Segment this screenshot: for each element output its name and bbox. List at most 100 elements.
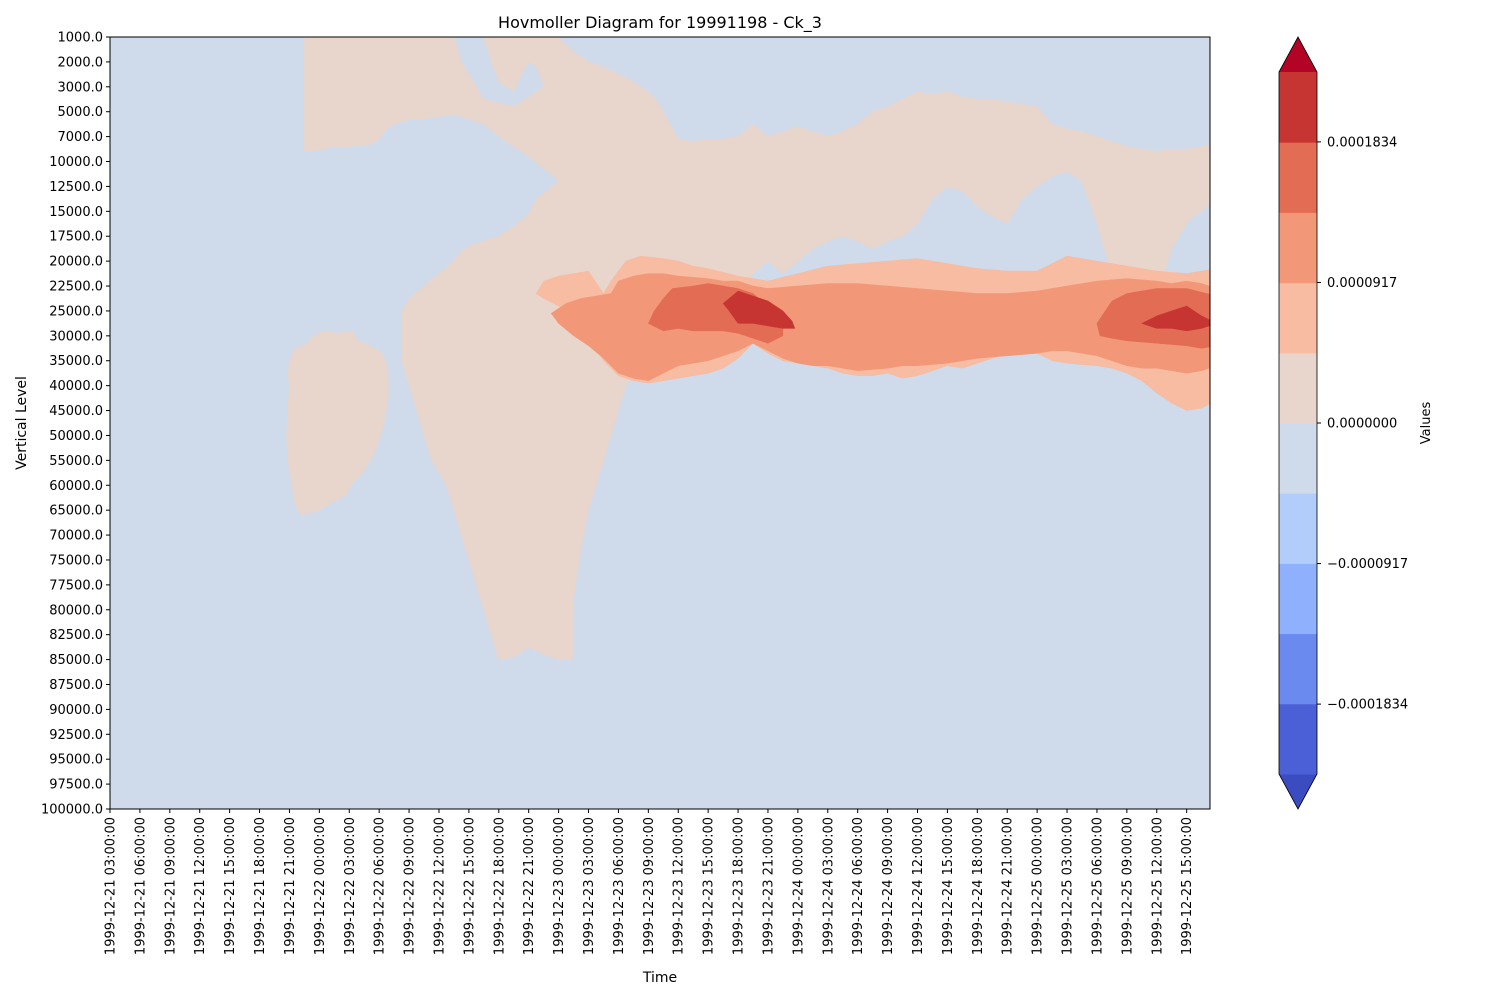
y-tick-label: 15000.0 bbox=[49, 205, 103, 220]
y-axis-ticks: 1000.0 2000.0 3000.0 5000.0 7000.0 10000.0 125… bbox=[41, 31, 110, 818]
y-tick-label: 17500.0 bbox=[49, 230, 103, 245]
x-tick-label: 1999-12-22 21:00:00 bbox=[522, 817, 537, 955]
x-axis-ticks: 1999-12-21 03:00:00 1999-12-21 06:00:00 19… bbox=[104, 809, 1195, 955]
x-tick-label: 1999-12-23 18:00:00 bbox=[732, 817, 747, 955]
colorbar-segment bbox=[1279, 72, 1317, 143]
contour-region-0-2 bbox=[286, 330, 389, 516]
x-tick-label: 1999-12-23 15:00:00 bbox=[702, 817, 717, 955]
y-tick-label: 90000.0 bbox=[49, 703, 103, 718]
chart-title: Hovmoller Diagram for 19991198 - Ck_3 bbox=[498, 13, 822, 33]
x-tick-label: 1999-12-23 21:00:00 bbox=[762, 817, 777, 955]
y-tick-label: 1000.0 bbox=[58, 31, 104, 46]
y-tick-label: 45000.0 bbox=[49, 404, 103, 419]
y-tick-label: 95000.0 bbox=[49, 753, 103, 768]
x-tick-label: 1999-12-21 06:00:00 bbox=[133, 817, 148, 955]
x-tick-label: 1999-12-22 06:00:00 bbox=[373, 817, 388, 955]
y-tick-label: 30000.0 bbox=[49, 329, 103, 344]
x-tick-label: 1999-12-25 00:00:00 bbox=[1031, 817, 1046, 955]
y-tick-label: 35000.0 bbox=[49, 354, 103, 369]
y-tick-label: 55000.0 bbox=[49, 454, 103, 469]
x-axis-label: Time bbox=[642, 970, 677, 986]
plot-area bbox=[109, 36, 1211, 810]
y-tick-label: 10000.0 bbox=[49, 155, 103, 170]
colorbar-segment bbox=[1279, 423, 1317, 494]
y-axis-label: Vertical Level bbox=[14, 376, 30, 470]
x-tick-label: 1999-12-22 00:00:00 bbox=[313, 817, 328, 955]
x-tick-label: 1999-12-24 09:00:00 bbox=[881, 817, 896, 955]
x-tick-label: 1999-12-25 09:00:00 bbox=[1120, 817, 1135, 955]
colorbar-segment bbox=[1279, 352, 1317, 424]
contour-region-4-1 bbox=[1141, 305, 1210, 332]
colorbar-extend-min bbox=[1279, 774, 1317, 809]
y-tick-label: 65000.0 bbox=[49, 504, 103, 519]
y-tick-label: 40000.0 bbox=[49, 379, 103, 394]
y-tick-label: 25000.0 bbox=[49, 304, 103, 319]
y-tick-label: 82500.0 bbox=[49, 628, 103, 643]
x-tick-label: 1999-12-25 06:00:00 bbox=[1090, 817, 1105, 955]
x-tick-label: 1999-12-23 06:00:00 bbox=[612, 817, 627, 955]
y-tick-label: 12500.0 bbox=[49, 180, 103, 195]
plot-frame bbox=[109, 36, 1211, 810]
x-tick-label: 1999-12-22 09:00:00 bbox=[403, 817, 418, 955]
x-tick-label: 1999-12-24 18:00:00 bbox=[971, 817, 986, 955]
y-tick-label: 7000.0 bbox=[58, 130, 104, 145]
colorbar: 0.0001834 0.0000917 0.0000000 −0.0000917 −0.… bbox=[1278, 36, 1408, 810]
colorbar-segment bbox=[1279, 142, 1317, 213]
y-tick-label: 20000.0 bbox=[49, 255, 103, 270]
x-tick-label: 1999-12-22 12:00:00 bbox=[433, 817, 448, 955]
colorbar-extend-max bbox=[1279, 37, 1317, 72]
x-tick-label: 1999-12-21 18:00:00 bbox=[253, 817, 268, 955]
colorbar-segment bbox=[1279, 493, 1317, 564]
x-tick-label: 1999-12-25 15:00:00 bbox=[1180, 817, 1195, 955]
y-tick-label: 85000.0 bbox=[49, 653, 103, 668]
colorbar-outline bbox=[1278, 36, 1318, 810]
x-tick-label: 1999-12-21 03:00:00 bbox=[104, 817, 119, 955]
y-tick-label: 70000.0 bbox=[49, 529, 103, 544]
x-tick-label: 1999-12-23 12:00:00 bbox=[672, 817, 687, 955]
x-tick-label: 1999-12-24 00:00:00 bbox=[791, 817, 806, 955]
x-tick-label: 1999-12-24 12:00:00 bbox=[911, 817, 926, 955]
x-tick-label: 1999-12-23 00:00:00 bbox=[552, 817, 567, 955]
y-tick-label: 3000.0 bbox=[58, 80, 104, 95]
x-tick-label: 1999-12-24 21:00:00 bbox=[1001, 817, 1016, 955]
x-tick-label: 1999-12-21 21:00:00 bbox=[283, 817, 298, 955]
colorbar-tick-label: 0.0001834 bbox=[1327, 135, 1397, 150]
y-tick-label: 22500.0 bbox=[49, 280, 103, 295]
x-tick-label: 1999-12-25 12:00:00 bbox=[1150, 817, 1165, 955]
x-tick-label: 1999-12-23 03:00:00 bbox=[582, 817, 597, 955]
y-tick-label: 2000.0 bbox=[58, 55, 104, 70]
x-tick-label: 1999-12-25 03:00:00 bbox=[1061, 817, 1076, 955]
colorbar-segment bbox=[1279, 633, 1317, 705]
colorbar-tick-label: −0.0000917 bbox=[1327, 557, 1408, 572]
x-tick-label: 1999-12-24 06:00:00 bbox=[851, 817, 866, 955]
x-tick-label: 1999-12-24 03:00:00 bbox=[821, 817, 836, 955]
contour-region-0-0 bbox=[304, 37, 1210, 660]
colorbar-segment bbox=[1279, 703, 1317, 775]
colorbar-tick-label: −0.0001834 bbox=[1327, 698, 1408, 713]
x-tick-label: 1999-12-21 15:00:00 bbox=[223, 817, 238, 955]
colorbar-segment bbox=[1279, 212, 1317, 284]
x-tick-label: 1999-12-21 12:00:00 bbox=[193, 817, 208, 955]
x-tick-label: 1999-12-24 15:00:00 bbox=[941, 817, 956, 955]
y-tick-label: 97500.0 bbox=[49, 778, 103, 793]
x-tick-label: 1999-12-22 03:00:00 bbox=[343, 817, 358, 955]
x-tick-label: 1999-12-23 09:00:00 bbox=[642, 817, 657, 955]
colorbar-tick-label: 0.0000000 bbox=[1327, 417, 1397, 432]
x-tick-label: 1999-12-22 15:00:00 bbox=[462, 817, 477, 955]
y-tick-label: 100000.0 bbox=[41, 803, 103, 818]
y-tick-label: 60000.0 bbox=[49, 479, 103, 494]
colorbar-tick-label: 0.0000917 bbox=[1327, 276, 1397, 291]
x-tick-label: 1999-12-21 09:00:00 bbox=[163, 817, 178, 955]
colorbar-segment bbox=[1279, 563, 1317, 635]
colorbar-label: Values bbox=[1419, 402, 1434, 445]
y-tick-label: 87500.0 bbox=[49, 678, 103, 693]
colorbar-segment bbox=[1279, 282, 1317, 354]
y-tick-label: 5000.0 bbox=[58, 105, 104, 120]
y-tick-label: 50000.0 bbox=[49, 429, 103, 444]
x-tick-label: 1999-12-22 18:00:00 bbox=[492, 817, 507, 955]
contour-region-4-0 bbox=[722, 290, 796, 329]
contour-region-0-1 bbox=[304, 37, 455, 107]
y-tick-label: 77500.0 bbox=[49, 578, 103, 593]
